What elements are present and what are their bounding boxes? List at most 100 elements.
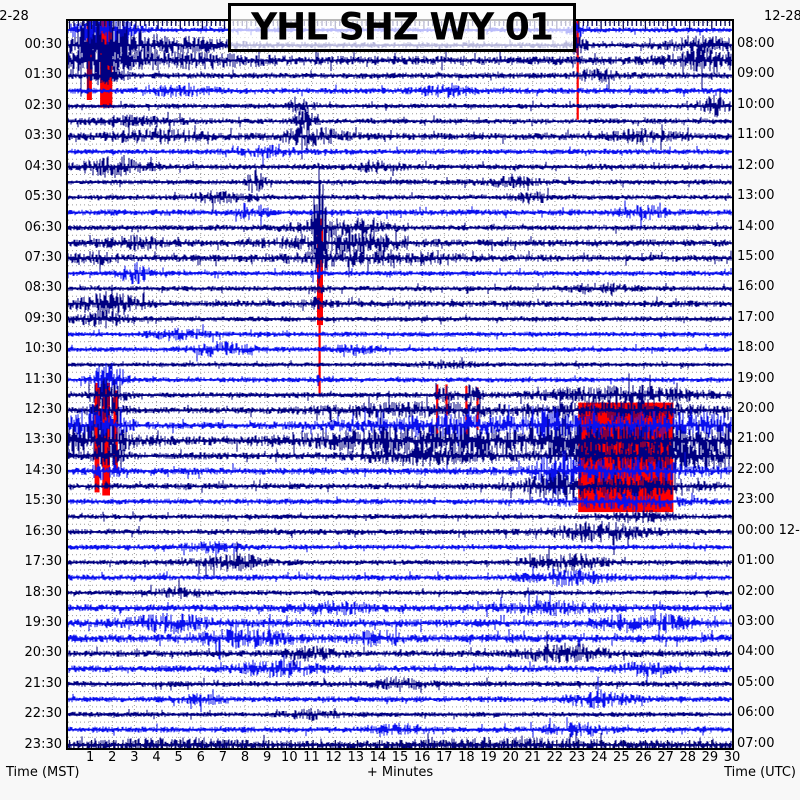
right-time-label: 22:00 xyxy=(737,461,775,477)
minute-label: 7 xyxy=(218,750,228,765)
right-time-label: 19:00 xyxy=(737,370,775,386)
trace-row xyxy=(68,717,732,738)
minute-label: 16 xyxy=(413,750,431,765)
left-time-label: 22:30 xyxy=(24,706,62,722)
trace-row xyxy=(68,304,732,329)
right-time-label: 05:00 xyxy=(737,674,775,690)
minute-label: 15 xyxy=(391,750,409,765)
trace-row xyxy=(68,607,732,642)
right-time-label: 06:00 xyxy=(737,705,775,721)
left-time-label: 11:30 xyxy=(24,371,62,387)
trace-row xyxy=(68,109,732,151)
minute-label: 6 xyxy=(196,750,205,765)
left-time-label: 16:30 xyxy=(24,523,62,539)
right-time-label: 09:00 xyxy=(737,66,775,82)
minute-label: 20 xyxy=(502,750,519,765)
title-box: YHL SHZ WY 01 xyxy=(228,3,576,52)
trace-row xyxy=(68,163,732,281)
minute-label: 22 xyxy=(546,750,564,765)
right-time-label: 10:00 xyxy=(737,96,775,112)
left-time-label: 05:30 xyxy=(24,189,62,205)
trace-row xyxy=(68,541,732,579)
station-title: YHL SHZ WY 01 xyxy=(251,5,554,50)
left-axis-title: Time (MST) xyxy=(6,765,80,780)
right-time-label: 21:00 xyxy=(737,431,775,447)
trace-row xyxy=(68,282,732,296)
left-time-label: 17:30 xyxy=(24,554,62,570)
trace-row xyxy=(68,618,732,661)
left-time-label: 07:30 xyxy=(24,249,62,265)
right-time-label: 12:00 xyxy=(737,157,775,173)
right-time-label: 03:00 xyxy=(737,613,775,629)
right-time-label: 02:00 xyxy=(737,583,775,599)
clip-mark xyxy=(113,390,118,472)
minute-label: 27 xyxy=(657,750,674,765)
left-time-label: 20:30 xyxy=(24,645,62,661)
left-time-label: 04:30 xyxy=(24,158,62,174)
clip-mark xyxy=(436,384,439,441)
right-time-label: 16:00 xyxy=(737,279,775,295)
trace-row xyxy=(68,471,732,505)
minute-label: 19 xyxy=(480,750,497,765)
trace-row xyxy=(68,213,732,284)
minute-label: 8 xyxy=(240,750,250,765)
right-time-label: 01:00 xyxy=(737,553,775,569)
minute-label: 13 xyxy=(347,750,364,765)
trace-row xyxy=(68,390,732,430)
left-time-label: 23:30 xyxy=(24,736,62,752)
right-time-label: 15:00 xyxy=(737,248,775,264)
trace-row xyxy=(68,21,732,97)
minute-label: 24 xyxy=(590,750,608,765)
right-time-label: 07:00 xyxy=(737,735,775,751)
seismogram-svg xyxy=(68,21,732,748)
minute-label: 11 xyxy=(303,750,320,765)
right-time-label: 23:00 xyxy=(737,492,775,508)
trace-row xyxy=(68,244,732,278)
trace-row xyxy=(68,90,732,118)
right-time-label: 11:00 xyxy=(737,127,775,143)
trace-row xyxy=(68,357,732,370)
minute-label: 29 xyxy=(701,750,719,765)
trace-row xyxy=(68,121,732,160)
left-time-label: 13:30 xyxy=(24,432,62,448)
left-time-label: 12:30 xyxy=(24,402,62,418)
left-time-label: 14:30 xyxy=(24,462,62,478)
helicorder-plot-area[interactable] xyxy=(66,19,734,750)
left-time-label: 18:30 xyxy=(24,584,62,600)
right-time-label: 14:00 xyxy=(737,218,775,234)
trace-row xyxy=(68,541,732,560)
right-time-label: 18:00 xyxy=(737,340,775,356)
minute-label: 30 xyxy=(723,750,741,765)
left-time-label: 15:30 xyxy=(24,493,62,509)
trace-row xyxy=(68,155,732,178)
minute-label: 5 xyxy=(174,750,183,765)
minute-label: 2 xyxy=(108,750,117,765)
minute-label: 26 xyxy=(635,750,652,765)
trace-row xyxy=(68,200,732,228)
minute-label: 23 xyxy=(568,750,586,765)
left-time-label: 01:30 xyxy=(24,67,62,83)
minute-label: 17 xyxy=(435,750,453,765)
minute-label: 14 xyxy=(369,750,387,765)
minute-label: 1 xyxy=(85,750,95,765)
trace-row xyxy=(68,578,732,600)
minute-label: 28 xyxy=(679,750,696,765)
left-time-label: 08:30 xyxy=(24,280,62,296)
right-time-label: 00:00 12-29 xyxy=(737,522,800,538)
clip-mark xyxy=(94,382,100,493)
trace-row xyxy=(68,143,732,165)
trace-row xyxy=(68,284,732,316)
minute-label: 10 xyxy=(281,750,298,765)
date-top-left: 12-28 xyxy=(0,9,29,24)
left-time-label: 19:30 xyxy=(24,614,62,630)
left-time-label: 00:30 xyxy=(24,37,62,52)
trace-row xyxy=(68,66,732,90)
trace-row xyxy=(68,489,732,520)
minute-label: 4 xyxy=(152,750,161,765)
trace-row xyxy=(68,82,732,98)
minute-label: 21 xyxy=(524,750,542,765)
right-axis-title: Time (UTC) xyxy=(724,765,796,780)
left-time-label: 09:30 xyxy=(24,310,62,326)
date-top-right: 12-28 xyxy=(764,9,800,24)
